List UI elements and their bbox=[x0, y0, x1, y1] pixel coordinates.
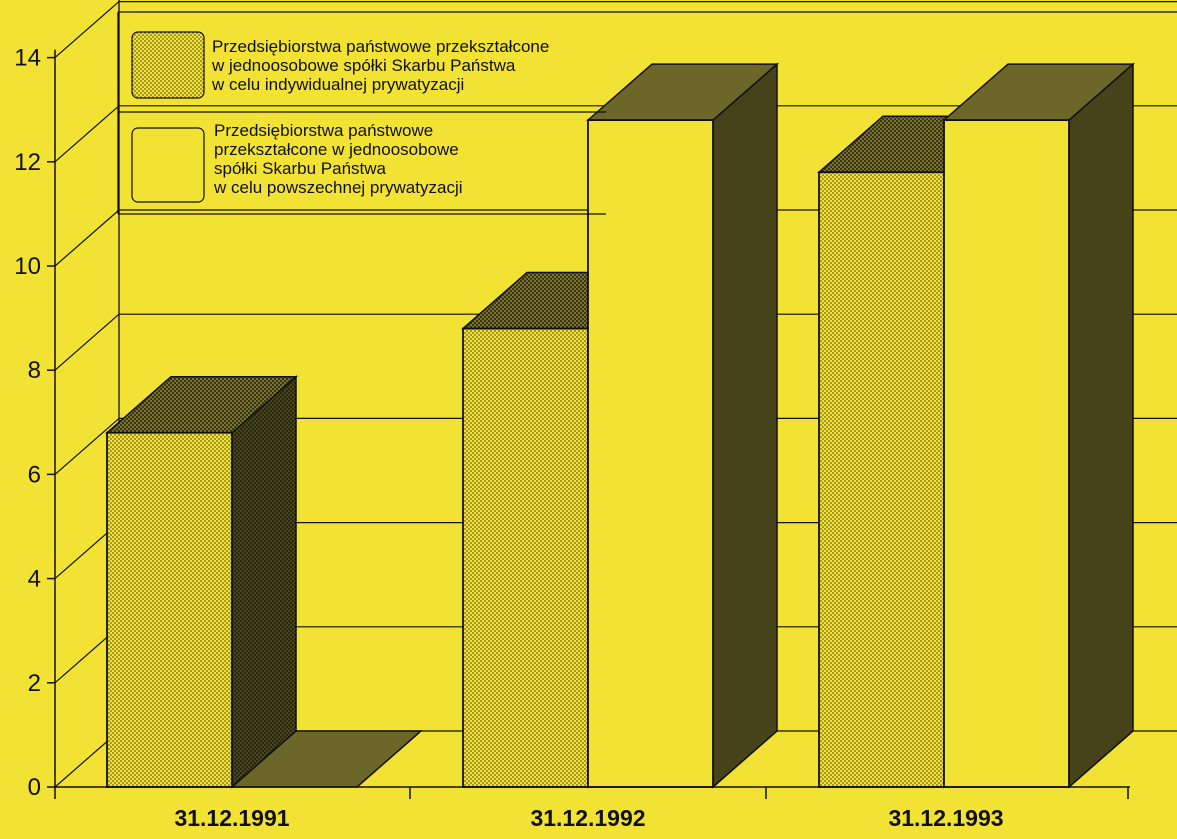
bar-face bbox=[462, 327, 589, 788]
legend-label-line: w celu indywidualnej prywatyzacji bbox=[211, 75, 464, 94]
legend-label: Przedsiębiorstwa państwowe przekształcone… bbox=[213, 121, 463, 197]
bar-side bbox=[231, 375, 297, 789]
y-tick-label: 6 bbox=[28, 461, 41, 488]
bars bbox=[105, 62, 1135, 789]
x-tick-label: 31.12.1992 bbox=[530, 805, 645, 831]
bar-face bbox=[106, 431, 233, 788]
y-tick-label: 0 bbox=[28, 774, 41, 801]
legend-swatch bbox=[131, 31, 205, 99]
y-tick-label: 12 bbox=[14, 149, 41, 176]
bar bbox=[586, 62, 779, 789]
legend-label-line: w celu powszechnej prywatyzacji bbox=[213, 178, 463, 197]
gridline-diagonal bbox=[54, 105, 120, 163]
y-tick-label: 8 bbox=[28, 357, 41, 384]
x-tick-label: 31.12.1993 bbox=[888, 805, 1003, 831]
legend-label-line: spółki Skarbu Państwa bbox=[214, 159, 387, 178]
bar bbox=[942, 62, 1135, 789]
legend-label-line: przekształcone w jednoosobowe bbox=[214, 140, 459, 159]
y-tick-label: 14 bbox=[14, 45, 41, 72]
x-tick-label: 31.12.1991 bbox=[174, 805, 289, 831]
y-tick-label: 10 bbox=[14, 253, 41, 280]
gridline-diagonal bbox=[54, 209, 120, 267]
x-axis: 31.12.1991 31.12.1992 31.12.1993 bbox=[54, 786, 1130, 831]
y-axis: 0 2 4 6 8 10 12 14 bbox=[14, 45, 56, 801]
y-tick-label: 4 bbox=[28, 566, 41, 593]
bar-face bbox=[818, 171, 945, 788]
bar-face bbox=[587, 119, 714, 788]
gridline-diagonal bbox=[54, 417, 120, 475]
bar-side bbox=[1068, 62, 1134, 789]
legend-swatch bbox=[131, 127, 205, 203]
bar bbox=[105, 375, 298, 789]
legend-label-line: Przedsiębiorstwa państwowe przekształcon… bbox=[212, 37, 549, 56]
bar-side bbox=[712, 62, 778, 789]
legend-label-line: Przedsiębiorstwa państwowe bbox=[214, 121, 433, 140]
gridline-diagonal bbox=[54, 1, 120, 59]
gridline-diagonal bbox=[54, 313, 120, 371]
legend: Przedsiębiorstwa państwowe przekształcon… bbox=[117, 11, 1177, 215]
bar-face bbox=[943, 119, 1070, 788]
legend-label-line: w jednoosobowe spółki Skarbu Państwa bbox=[211, 56, 516, 75]
legend-label: Przedsiębiorstwa państwowe przekształcon… bbox=[211, 37, 549, 94]
y-tick-label: 2 bbox=[28, 670, 41, 697]
